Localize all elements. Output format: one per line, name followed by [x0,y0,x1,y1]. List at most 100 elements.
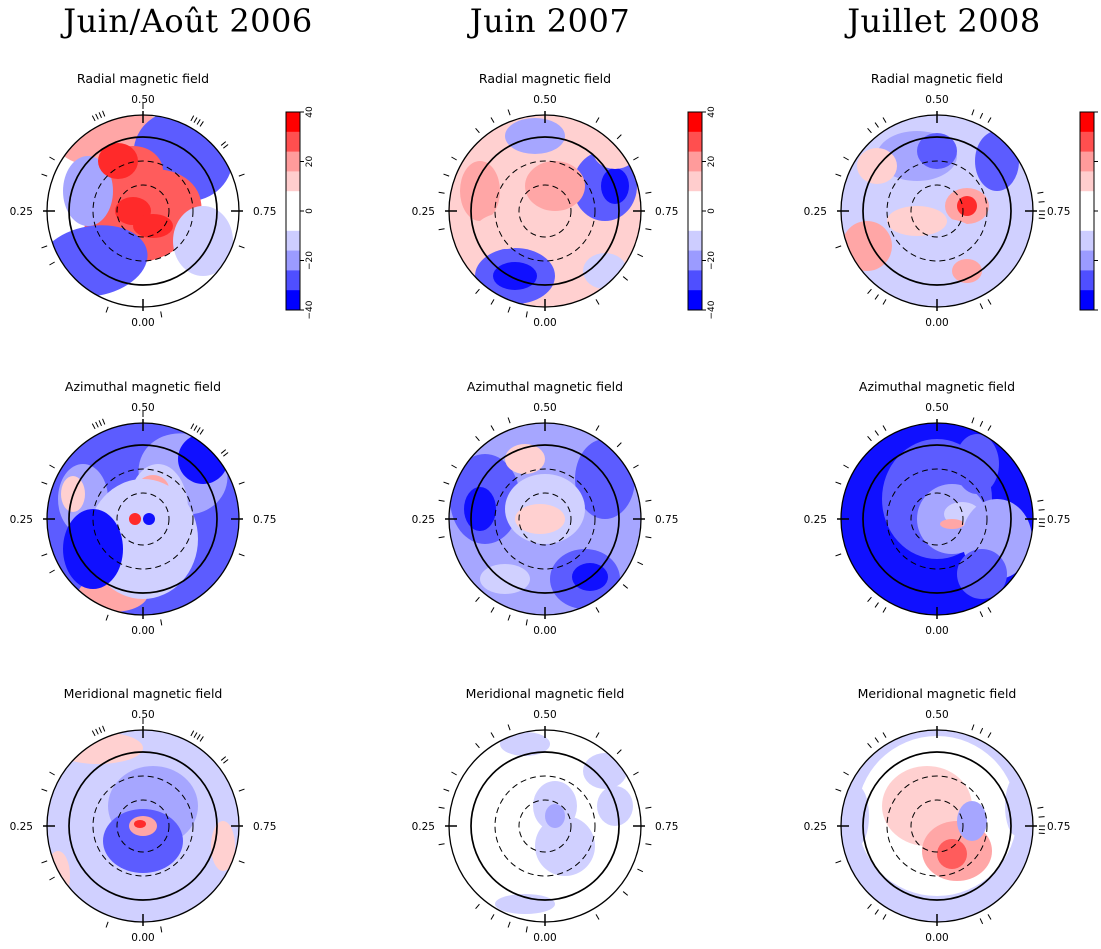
field-region-strong-positive [133,214,173,238]
observation-tick [193,425,198,431]
observation-tick [475,435,480,442]
observation-tick [443,173,450,177]
equator-circle [68,751,218,901]
map-panel-juin2007-meridional: Meridional magnetic field 0.50 0.00 0.25 0.7… [412,686,679,944]
field-region-strong-positive [129,513,141,525]
map-panel-juillet2008-radial: Radial magnetic field 0.50 0.00 0.25 0.75 [804,71,1071,329]
phase-label-left: 0.25 [804,514,827,526]
observation-tick [102,725,106,732]
equator-circle [470,136,620,286]
observation-tick [190,730,195,737]
field-region-faint-negative [845,786,869,846]
observation-tick [882,914,887,920]
field-region-faint-positive [535,211,595,251]
phase-label-top: 0.50 [131,709,154,721]
observation-tick [41,553,48,557]
latitude-circle [494,160,596,262]
map-panel-juin2007-azimuthal: Azimuthal magnetic field 0.50 0.00 0.25 0.75 [412,379,679,637]
colorbar-0: 40 20 0 −20 −40 [285,106,315,320]
phase-label-left: 0.25 [10,514,33,526]
observation-tick [637,253,644,258]
observation-tick [867,596,872,603]
latitude-circle [116,184,170,238]
observation-tick [105,614,109,621]
observation-tick [867,127,872,134]
field-region-strong-positive [134,820,146,828]
colorbar-band [1080,230,1094,252]
colorbar-band [688,230,702,252]
colorbar-tick-label: 20 [707,156,717,168]
phase-label-right: 0.75 [1047,821,1070,833]
observation-tick [882,117,887,123]
field-region-faint-negative [535,816,595,876]
field-layer [841,115,1033,307]
colorbar-band [688,290,702,311]
observation-tick [160,311,163,318]
observation-tick [238,245,245,249]
observation-tick [160,619,163,626]
panel-title: Radial magnetic field [77,71,209,86]
observation-tick [475,288,480,295]
latitude-circle [910,799,964,853]
field-region-weak-negative [63,156,113,226]
latitude-circle [910,184,964,238]
colorbar-band [1080,171,1094,192]
observation-tick [882,732,887,738]
observation-tick [190,115,195,122]
latitude-circle [92,468,194,570]
observation-tick [645,191,652,194]
colorbar-2 [1079,111,1098,311]
phase-label-left: 0.25 [10,821,33,833]
observation-tick [475,127,480,134]
phase-label-right: 0.75 [253,821,276,833]
colorbar-band [1080,131,1094,153]
observation-tick [220,141,227,146]
observation-tick [835,481,842,485]
observation-tick [196,119,201,125]
phase-label-bottom: 0.00 [131,625,154,637]
colorbar-band [1080,191,1094,212]
observation-tick [438,191,445,194]
latitude-circle [116,492,170,546]
observation-tick [238,553,245,557]
observation-tick [190,423,195,430]
observation-tick [220,756,227,761]
observation-tick [98,420,102,427]
field-region-faint-positive [53,732,143,764]
observation-tick [595,914,600,920]
map-panel-juin2007-radial: Radial magnetic field 0.50 0.00 0.25 0.75 [412,71,679,329]
panel-title: Meridional magnetic field [64,686,223,701]
observation-tick [160,926,163,933]
panel-title: Azimuthal magnetic field [859,379,1015,394]
observation-tick [843,464,849,469]
panel-title: Azimuthal magnetic field [467,379,623,394]
panel-title: Meridional magnetic field [858,686,1017,701]
observation-tick [438,536,445,539]
observation-tick [41,860,48,864]
map-panel-juillet2008-meridional: Meridional magnetic field 0.50 0.00 0.25 0.7… [804,686,1071,944]
observation-tick [49,156,55,161]
panel-title: Radial magnetic field [479,71,611,86]
phase-label-top: 0.50 [131,94,154,106]
observation-tick [633,156,639,161]
observation-tick [987,732,992,738]
observation-tick [507,306,511,313]
observation-tick [637,561,644,566]
observation-tick [507,614,511,621]
phase-label-left: 0.25 [412,206,435,218]
phase-label-left: 0.25 [412,514,435,526]
field-region-negative [955,434,999,494]
phase-label-right: 0.75 [655,514,678,526]
observation-tick [525,311,528,318]
field-region-strong-positive [957,196,977,216]
map-panel-juinaot2006-meridional: Meridional magnetic field 0.50 0.00 0.25 0.7… [10,686,277,944]
field-region-faint-positive [475,213,535,249]
phase-label-bottom: 0.00 [925,932,948,944]
observation-tick [874,909,879,915]
observation-tick [199,121,204,127]
field-region-weak-negative [545,804,565,828]
observation-tick [102,418,106,425]
latitude-circle [886,775,988,877]
latitude-circle [92,775,194,877]
